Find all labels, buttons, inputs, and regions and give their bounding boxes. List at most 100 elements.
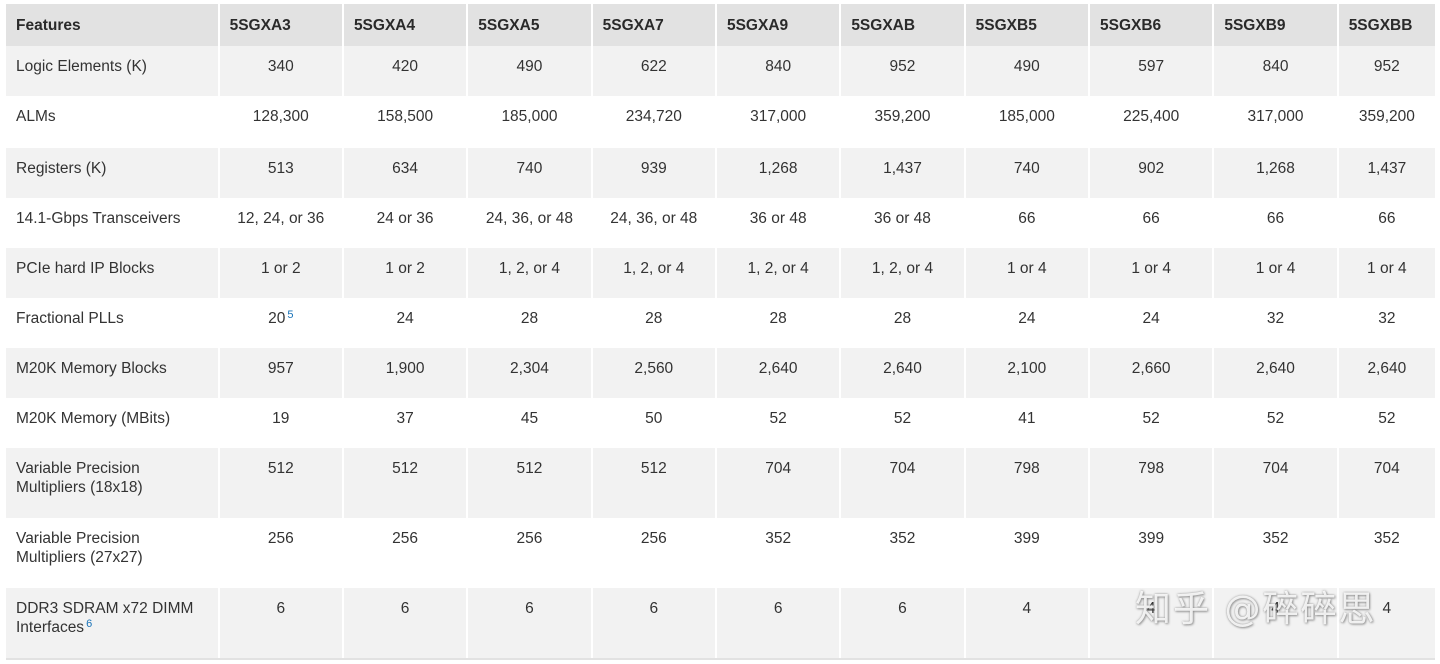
table-row: PCIe hard IP Blocks 1 or 2 1 or 2 1, 2, or …	[6, 248, 1435, 298]
cell-value: 32	[1378, 310, 1396, 327]
row-label-text: Logic Elements (K)	[16, 58, 147, 75]
row-label-text: M20K Memory Blocks	[16, 360, 167, 377]
cell-value: 840	[1262, 58, 1289, 75]
table-cell: 52	[1336, 398, 1435, 448]
cell-value: 52	[893, 410, 912, 427]
table-cell: 6	[466, 588, 592, 658]
cell-value: 52	[1378, 410, 1396, 427]
table-cell: 234,720	[590, 96, 716, 148]
cell-value: 225,400	[1123, 108, 1180, 125]
table-cell: 1, 2, or 4	[714, 248, 841, 298]
cell-value: 4	[1271, 600, 1280, 617]
cell-value: 840	[765, 58, 792, 75]
row-label: Fractional PLLs	[6, 298, 219, 348]
cell-value: 36 or 48	[874, 210, 931, 227]
table-cell: 28	[714, 298, 841, 348]
row-label-text: Interfaces	[16, 619, 85, 636]
cell-value: 66	[1266, 210, 1285, 227]
table-cell: 66	[1336, 198, 1435, 248]
row-label: Variable Precision Multipliers (27x27)	[6, 518, 219, 588]
cell-value: 512	[516, 460, 543, 477]
footnote-link[interactable]: 5	[287, 309, 294, 321]
table-cell: 512	[217, 448, 343, 518]
row-label-text: Variable Precision	[16, 460, 140, 477]
table-row: Fractional PLLs 20 5 24 28 28 28 28 24 24 32 32	[6, 298, 1435, 348]
row-label-text: ALMs	[16, 108, 56, 125]
cell-value: 957	[267, 360, 294, 377]
table-cell: 6	[590, 588, 716, 658]
table-cell: 952	[839, 46, 965, 96]
table-cell: 2,660	[1087, 348, 1214, 398]
table-cell: 66	[963, 198, 1089, 248]
cell-value: 399	[1138, 530, 1165, 547]
table-cell: 622	[590, 46, 716, 96]
row-label-text: Multipliers (27x27)	[16, 549, 143, 566]
table-cell: 840	[1212, 46, 1338, 96]
table-cell: 19	[217, 398, 343, 448]
table-cell: 939	[590, 148, 716, 198]
cell-value: 24, 36, or 48	[610, 210, 698, 227]
table-cell: 24, 36, or 48	[590, 198, 716, 248]
table-cell: 256	[466, 518, 592, 588]
row-label-line: Variable Precision	[16, 529, 208, 548]
table-cell: 4	[963, 588, 1089, 658]
cell-value: 2,560	[634, 360, 674, 377]
table-cell: 634	[341, 148, 468, 198]
row-label-line: Fractional PLLs	[16, 309, 208, 328]
cell-value: 634	[392, 160, 419, 177]
row-label-line: Registers (K)	[16, 159, 208, 178]
table-cell: 902	[1087, 148, 1214, 198]
table-cell: 704	[1336, 448, 1435, 518]
cell-value: 1,900	[385, 360, 425, 377]
cell-value: 1,437	[883, 160, 922, 177]
row-label-line: M20K Memory (MBits)	[16, 409, 208, 428]
table-cell: 28	[839, 298, 965, 348]
table-cell: 12, 24, or 36	[217, 198, 343, 248]
row-label: M20K Memory Blocks	[6, 348, 219, 398]
cell-value: 1 or 2	[385, 260, 425, 277]
cell-value: 317,000	[750, 108, 807, 125]
cell-value: 513	[267, 160, 294, 177]
table-cell: 256	[341, 518, 468, 588]
table-cell: 4	[1087, 588, 1214, 658]
table-cell: 256	[590, 518, 716, 588]
cell-value: 952	[889, 58, 916, 75]
table-cell: 2,640	[1336, 348, 1435, 398]
cell-value: 52	[769, 410, 787, 427]
cell-value: 352	[1262, 530, 1289, 547]
row-label-text: Fractional PLLs	[16, 310, 124, 327]
table-cell: 359,200	[839, 96, 965, 148]
row-label: M20K Memory (MBits)	[6, 398, 219, 448]
table-cell: 352	[714, 518, 841, 588]
table-cell: 512	[590, 448, 716, 518]
cell-value: 1 or 4	[1007, 260, 1047, 277]
row-label-line: Logic Elements (K)	[16, 57, 208, 76]
cell-value: 704	[1262, 460, 1289, 477]
table-cell: 225,400	[1087, 96, 1214, 148]
cell-value: 52	[1266, 410, 1285, 427]
cell-value: 256	[267, 530, 294, 547]
table-row: Logic Elements (K) 340 420 490 622 840 952 490 5…	[6, 46, 1435, 96]
footnote-link[interactable]: 6	[86, 618, 93, 630]
table-cell: 1,437	[839, 148, 965, 198]
table-cell: 1, 2, or 4	[590, 248, 716, 298]
cell-value: 1, 2, or 4	[623, 260, 685, 277]
cell-value: 622	[640, 58, 667, 75]
cell-value: 4	[1022, 600, 1032, 617]
cell-value: 20	[268, 310, 286, 327]
table-cell: 185,000	[466, 96, 592, 148]
cell-value: 24	[396, 310, 414, 327]
cell-value: 359,200	[874, 108, 931, 125]
table-cell: 957	[217, 348, 343, 398]
cell-value: 2,304	[510, 360, 549, 377]
table-cell: 1 or 4	[1087, 248, 1214, 298]
table-row: M20K Memory (MBits) 19 37 45 50 52 52 41 52 52 52	[6, 398, 1435, 448]
table-cell: 798	[963, 448, 1089, 518]
cell-value: 24 or 36	[376, 210, 434, 227]
header-cell: 5SGXA7	[590, 4, 716, 46]
cell-value: 256	[640, 530, 667, 547]
table-cell: 952	[1336, 46, 1435, 96]
cell-value: 52	[1142, 410, 1160, 427]
table-row: Variable Precision Multipliers (18x18) 512…	[6, 448, 1435, 518]
cell-value: 1 or 4	[1131, 260, 1171, 277]
